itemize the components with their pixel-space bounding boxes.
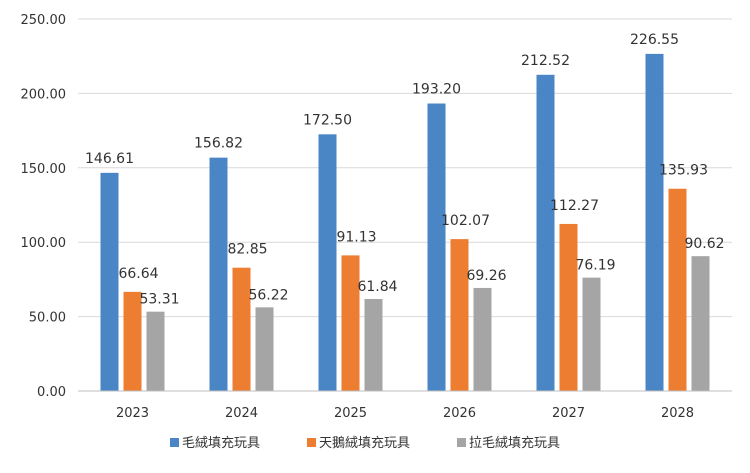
bar [536, 74, 555, 392]
x-tick-label: 2025 [334, 406, 367, 421]
x-tick-label: 2023 [116, 406, 149, 421]
bar [341, 255, 360, 391]
legend-label: 天鵝絨填充玩具 [319, 435, 410, 451]
y-tick-label: 0.00 [37, 385, 66, 400]
y-tick-label: 150.00 [21, 162, 67, 177]
bar [364, 298, 383, 391]
data-label: 172.50 [303, 112, 352, 128]
data-label: 53.31 [139, 292, 179, 308]
bar [582, 277, 601, 391]
data-label: 56.22 [248, 287, 288, 303]
bar [559, 223, 578, 391]
legend-swatch [307, 438, 316, 447]
x-tick-label: 2027 [552, 406, 585, 421]
bar [450, 239, 469, 391]
data-label: 193.20 [412, 82, 461, 98]
bar [668, 188, 687, 391]
bars [100, 53, 710, 392]
x-tick-label: 2028 [661, 406, 694, 421]
legend-label: 拉毛絨填充玩具 [469, 435, 560, 451]
data-label: 102.07 [441, 213, 490, 229]
y-axis-tick-labels: 0.00 50.00 100.00 150.00 200.00 250.00 [21, 13, 67, 400]
x-tick-label: 2026 [443, 406, 476, 421]
bar [100, 172, 119, 391]
y-tick-label: 250.00 [21, 13, 67, 28]
bar [123, 291, 142, 391]
data-label: 61.84 [357, 279, 397, 295]
gridlines [78, 18, 732, 318]
x-tick-label: 2024 [225, 406, 258, 421]
y-tick-label: 100.00 [21, 236, 67, 251]
y-tick-label: 200.00 [21, 87, 67, 102]
bar [255, 307, 274, 391]
data-labels: 146.61 66.64 53.31 156.82 82.85 56.22 172.50 91… [85, 32, 725, 308]
data-label: 156.82 [194, 136, 243, 152]
legend-swatch [457, 438, 466, 447]
bar [645, 53, 664, 391]
data-label: 76.19 [575, 258, 615, 274]
data-label: 146.61 [85, 151, 134, 167]
bar [691, 256, 710, 391]
bar [318, 134, 337, 391]
data-label: 91.13 [336, 229, 376, 245]
data-label: 69.26 [466, 268, 506, 284]
bar [232, 267, 251, 391]
data-label: 66.64 [118, 266, 158, 282]
bar [473, 287, 492, 391]
legend-label: 毛絨填充玩具 [182, 435, 260, 451]
x-axis-tick-labels: 2023 2024 2025 2026 2027 2028 [116, 406, 694, 421]
data-label: 90.62 [684, 236, 724, 252]
data-label: 135.93 [659, 163, 708, 179]
legend-swatch [170, 438, 179, 447]
bar [209, 157, 228, 391]
bar [146, 311, 165, 391]
legend: 毛絨填充玩具 天鵝絨填充玩具 拉毛絨填充玩具 [170, 435, 560, 451]
data-label: 82.85 [227, 242, 267, 258]
data-label: 226.55 [630, 32, 679, 48]
data-label: 112.27 [550, 198, 599, 214]
bar [427, 103, 446, 391]
y-tick-label: 50.00 [29, 311, 66, 326]
data-label: 212.52 [521, 53, 570, 69]
